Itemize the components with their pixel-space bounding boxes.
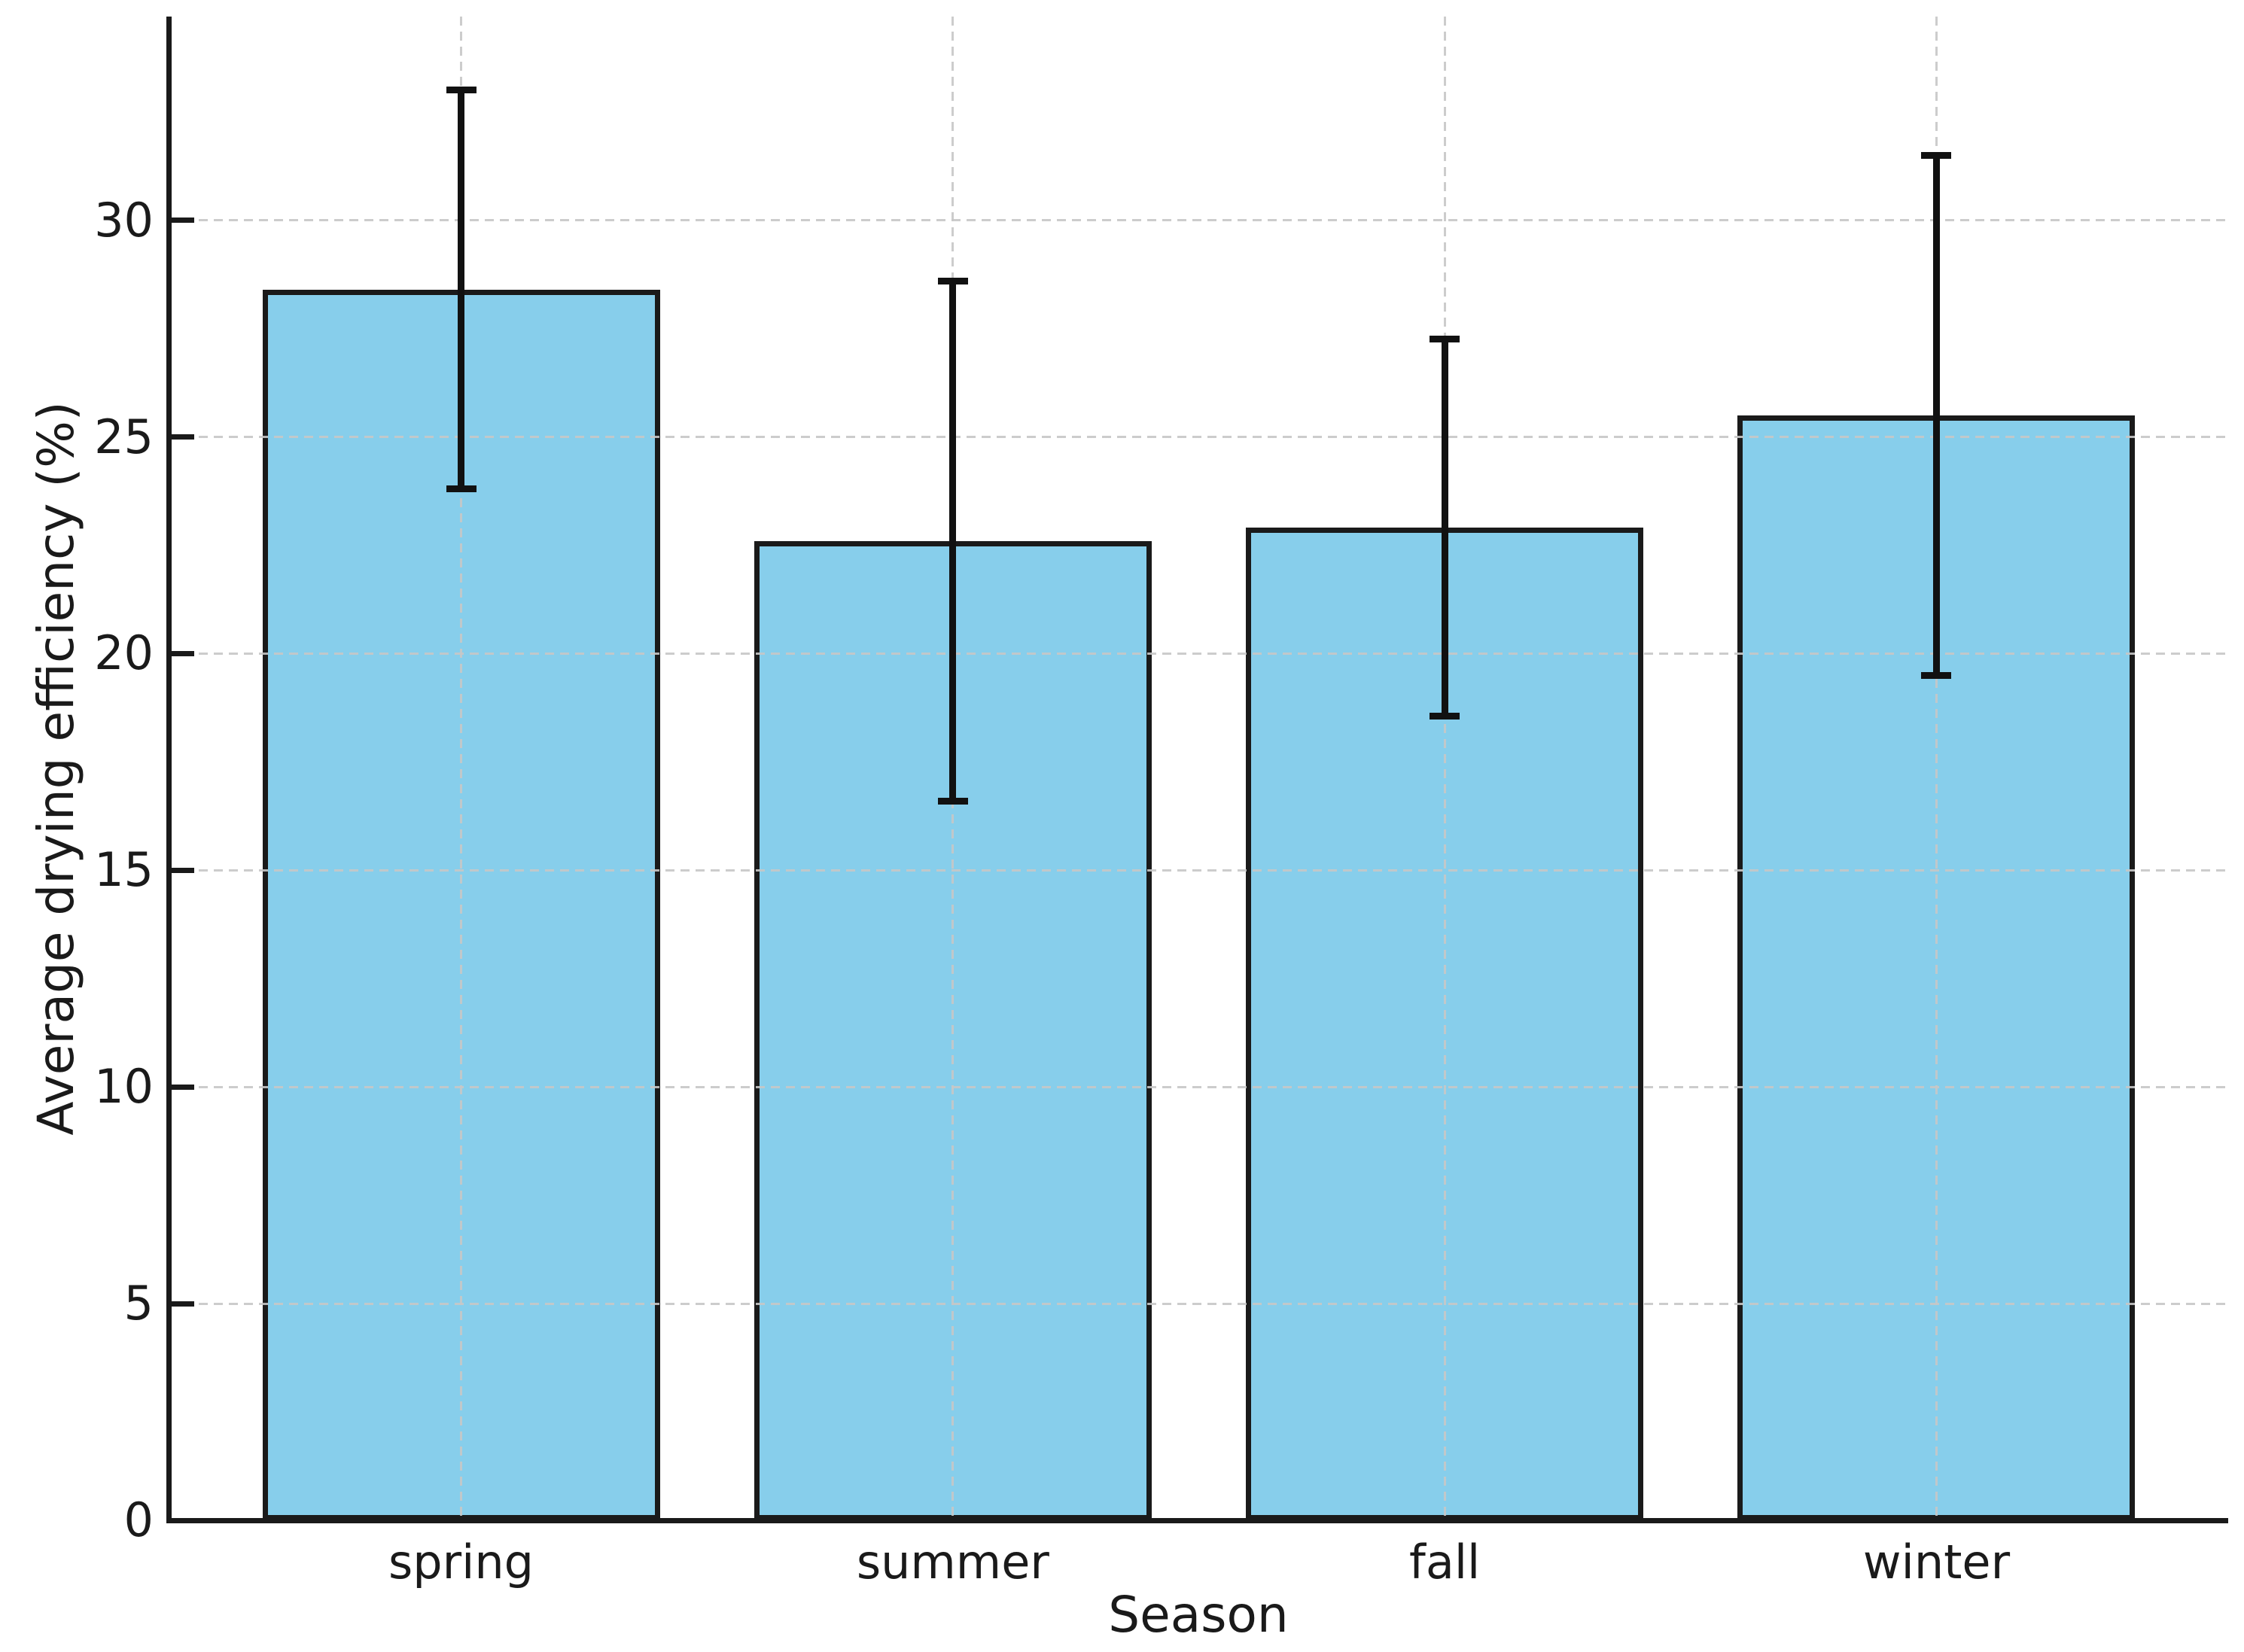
y-tick-mark-15 (169, 867, 194, 873)
x-axis-label: Season (1108, 1586, 1289, 1644)
y-gridline-10 (169, 1085, 2228, 1088)
x-gridline-fall (1443, 17, 1446, 1520)
error-cap-top-summer (937, 277, 968, 284)
y-tick-mark-20 (169, 650, 194, 656)
y-gridline-30 (169, 219, 2228, 222)
y-gridline-25 (169, 436, 2228, 439)
error-cap-top-spring (446, 87, 477, 94)
error-bar-winter (1932, 155, 1940, 676)
y-tick-mark-0 (169, 1517, 194, 1523)
y-tick-label-30: 30 (94, 192, 154, 248)
x-tick-label-summer: summer (856, 1535, 1049, 1590)
y-gridline-15 (169, 869, 2228, 872)
error-cap-bottom-winter (1921, 671, 1952, 679)
y-tick-label-5: 5 (123, 1276, 154, 1331)
x-gridline-spring (460, 17, 462, 1520)
x-gridline-winter (1935, 17, 1938, 1520)
y-gridline-5 (169, 1302, 2228, 1305)
y-axis-label: Average drying efficiency (%) (27, 401, 85, 1136)
y-axis-spine (166, 17, 172, 1523)
x-tick-label-fall: fall (1409, 1535, 1481, 1590)
x-tick-label-spring: spring (388, 1535, 534, 1590)
y-tick-mark-25 (169, 434, 194, 440)
y-tick-label-20: 20 (94, 625, 154, 681)
y-gridline-20 (169, 652, 2228, 655)
error-bar-summer (949, 281, 957, 802)
error-bar-spring (458, 90, 464, 489)
error-cap-bottom-spring (446, 485, 477, 493)
x-axis-spine (166, 1518, 2228, 1523)
y-tick-mark-30 (169, 218, 194, 224)
x-tick-label-winter: winter (1862, 1535, 2011, 1590)
error-cap-bottom-fall (1430, 713, 1460, 720)
error-cap-top-fall (1430, 336, 1460, 343)
error-bar-fall (1441, 339, 1448, 716)
y-tick-mark-10 (169, 1084, 194, 1090)
error-cap-top-winter (1921, 151, 1952, 159)
y-tick-label-0: 0 (123, 1492, 154, 1547)
y-tick-label-10: 10 (94, 1059, 154, 1115)
y-tick-label-15: 15 (94, 842, 154, 898)
error-cap-bottom-summer (937, 797, 968, 805)
y-tick-label-25: 25 (94, 409, 154, 464)
y-tick-mark-5 (169, 1301, 194, 1307)
